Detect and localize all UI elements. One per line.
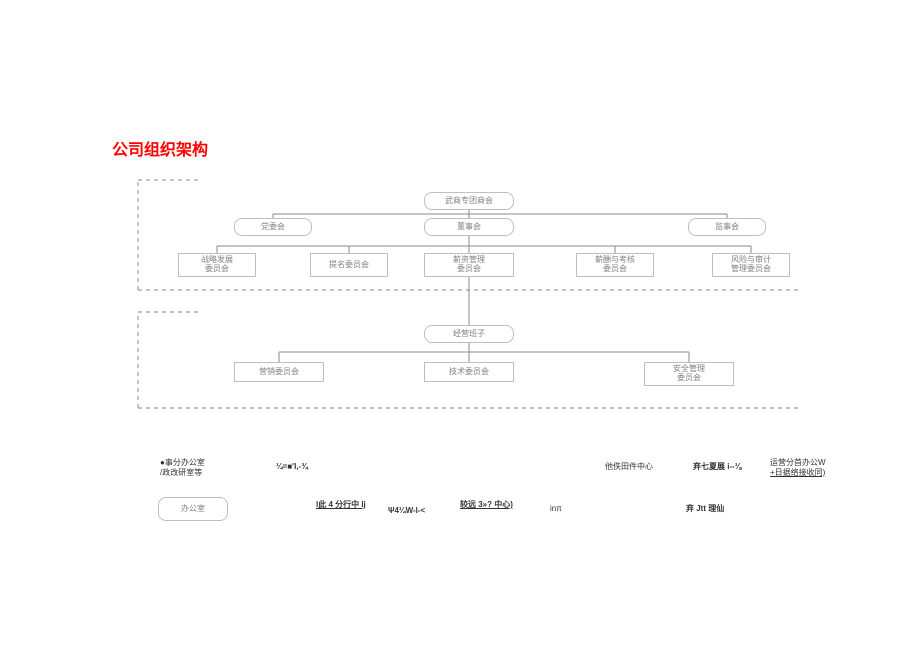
label-b3: 他佚田件中心 bbox=[605, 462, 653, 472]
node-l3_d: 薪酬与考核委员会 bbox=[576, 253, 654, 277]
node-l2_right: 监事会 bbox=[688, 218, 766, 236]
label-b5: 运营分首办公W+日据络接收同) bbox=[770, 458, 826, 477]
node-l3_c: 薪资管理委员会 bbox=[424, 253, 514, 277]
node-office: 办公室 bbox=[158, 497, 228, 521]
label-b1: ●事分办公室/政改研室等 bbox=[160, 458, 205, 477]
node-m_top: 经营班子 bbox=[424, 325, 514, 343]
label-b2: ¼=■'I,-¾ bbox=[276, 462, 308, 472]
label-c4: inπ bbox=[550, 504, 562, 514]
label-c1: l此 4 分行中 Ij bbox=[316, 500, 366, 510]
node-l3_e: 风险与审计管理委员会 bbox=[712, 253, 790, 277]
label-c5: 弃 Jtt 理仙 bbox=[686, 504, 724, 514]
node-m_b: 技术委员会 bbox=[424, 362, 514, 382]
node-top: 武商专团商会 bbox=[424, 192, 514, 210]
label-c2: Ψ4¼W-l-< bbox=[388, 506, 425, 516]
node-l3_a: 战略发展委员会 bbox=[178, 253, 256, 277]
label-c3: 较远 3»? 中心) bbox=[460, 500, 513, 510]
label-b4: 弃七夏展 i--⅛ bbox=[693, 462, 741, 472]
node-l3_b: 提名委员会 bbox=[310, 253, 388, 277]
node-m_c: 安全管理委员会 bbox=[644, 362, 734, 386]
node-l2_mid: 董事会 bbox=[424, 218, 514, 236]
node-l2_left: 党委会 bbox=[234, 218, 312, 236]
node-m_a: 营销委员会 bbox=[234, 362, 324, 382]
